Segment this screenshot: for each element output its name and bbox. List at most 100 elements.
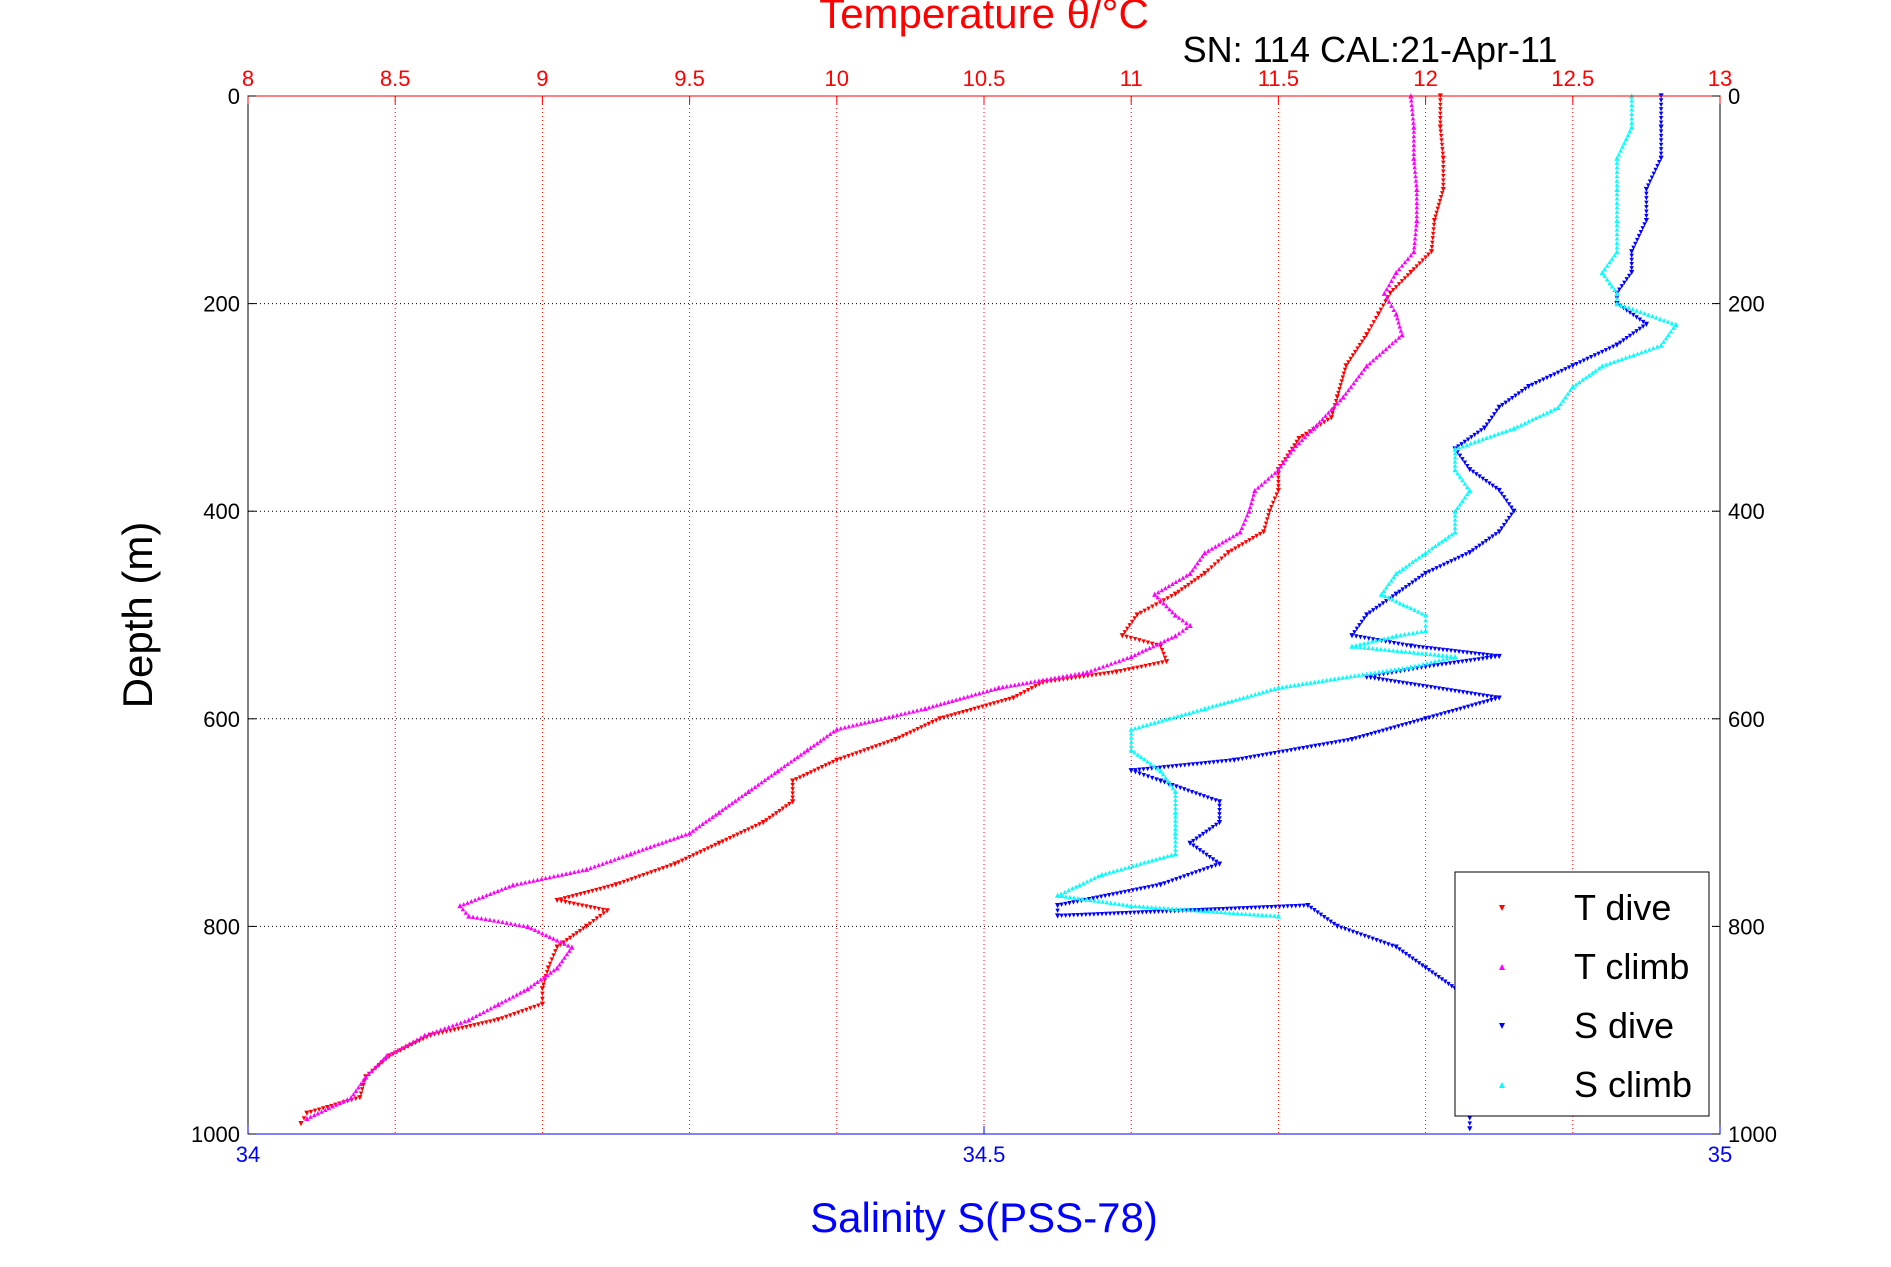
data-point-t-climb xyxy=(1202,550,1208,556)
data-point-t-climb xyxy=(583,866,590,872)
data-point-t-climb xyxy=(460,906,466,912)
legend-label-s-dive: S dive xyxy=(1574,1005,1674,1046)
data-point-t-dive xyxy=(1132,637,1138,642)
data-point-t-climb xyxy=(1414,191,1419,197)
data-point-s-dive xyxy=(1269,904,1274,910)
data-point-t-climb xyxy=(756,782,761,787)
data-point-t-climb xyxy=(363,1074,369,1080)
data-point-t-dive xyxy=(1149,641,1155,647)
data-point-t-climb xyxy=(788,759,794,764)
data-point-s-climb xyxy=(1120,902,1126,907)
data-point-s-dive xyxy=(1346,928,1352,933)
data-point-s-climb xyxy=(1614,169,1620,174)
data-point-s-dive xyxy=(1485,699,1490,704)
data-point-s-dive xyxy=(1152,909,1157,915)
data-point-s-climb xyxy=(1614,200,1620,205)
data-point-s-dive xyxy=(1462,705,1467,711)
data-point-s-dive xyxy=(1388,678,1394,684)
data-point-t-climb xyxy=(1374,355,1379,360)
data-point-s-dive xyxy=(1470,548,1476,553)
data-point-s-dive xyxy=(1636,233,1642,239)
data-point-s-climb xyxy=(1366,645,1371,651)
data-point-t-climb xyxy=(938,701,943,707)
data-point-t-climb xyxy=(466,1017,472,1023)
data-point-s-dive xyxy=(1166,879,1171,885)
data-point-s-dive xyxy=(1473,702,1479,707)
data-point-s-climb xyxy=(1599,269,1605,276)
data-point-s-dive xyxy=(1447,661,1453,666)
data-point-t-climb xyxy=(1414,205,1419,210)
data-point-s-climb xyxy=(1629,124,1635,130)
data-point-t-climb xyxy=(743,791,748,796)
data-point-t-climb xyxy=(1216,542,1222,547)
data-point-t-climb xyxy=(977,690,982,696)
data-point-t-climb xyxy=(1317,419,1322,425)
data-point-t-dive xyxy=(1126,667,1132,672)
data-point-s-climb xyxy=(1614,173,1620,179)
data-point-s-climb xyxy=(1492,432,1497,438)
data-point-s-dive xyxy=(1162,780,1167,785)
data-point-s-dive xyxy=(1413,578,1418,583)
data-point-s-dive xyxy=(1136,910,1141,915)
data-point-t-dive xyxy=(991,701,997,706)
data-point-t-dive xyxy=(930,720,935,725)
data-point-s-climb xyxy=(1095,874,1101,879)
data-point-s-dive xyxy=(1627,273,1632,279)
data-point-t-climb xyxy=(1381,290,1387,296)
data-point-t-climb xyxy=(616,855,621,861)
data-point-s-dive xyxy=(1407,582,1412,588)
data-point-t-dive xyxy=(361,1083,366,1088)
data-point-s-dive xyxy=(1432,685,1438,691)
data-point-s-climb xyxy=(1544,410,1550,415)
data-point-s-dive xyxy=(1400,642,1405,647)
data-point-t-climb xyxy=(438,1027,443,1032)
data-point-s-dive xyxy=(1644,205,1649,210)
data-point-s-dive xyxy=(1408,643,1414,649)
data-point-s-dive xyxy=(1249,905,1254,911)
data-point-s-climb xyxy=(1424,660,1430,666)
data-point-t-dive xyxy=(1378,307,1384,313)
data-point-s-climb xyxy=(1614,155,1620,161)
data-point-t-dive xyxy=(325,1105,330,1110)
data-point-s-dive xyxy=(1477,543,1482,548)
data-point-s-dive xyxy=(1658,107,1664,112)
data-point-s-climb xyxy=(1397,600,1403,606)
data-point-t-dive xyxy=(1189,580,1194,585)
data-point-t-climb xyxy=(458,1020,463,1025)
data-point-t-climb xyxy=(1413,178,1419,183)
data-point-s-dive xyxy=(1334,923,1340,929)
data-point-s-dive xyxy=(1174,877,1179,882)
data-point-t-climb xyxy=(369,1068,374,1074)
y-left-tick-label: 800 xyxy=(203,914,240,939)
data-point-s-dive xyxy=(1490,534,1495,539)
data-point-s-climb xyxy=(1625,132,1631,138)
data-point-t-dive xyxy=(702,848,707,853)
data-point-t-climb xyxy=(874,717,880,722)
data-point-s-dive xyxy=(1305,745,1310,750)
data-point-s-dive xyxy=(1651,171,1656,177)
data-point-s-dive xyxy=(1416,644,1422,650)
data-point-s-dive xyxy=(1653,167,1658,173)
data-point-s-climb xyxy=(1416,609,1421,614)
data-point-t-dive xyxy=(545,965,551,971)
data-point-t-climb xyxy=(1088,668,1094,673)
data-point-s-dive xyxy=(1200,831,1206,837)
data-point-t-climb xyxy=(1036,678,1042,683)
data-point-s-dive xyxy=(1227,758,1233,763)
data-point-t-climb xyxy=(517,922,522,928)
data-point-s-climb xyxy=(1414,629,1420,635)
data-point-s-dive xyxy=(1337,739,1343,744)
data-point-t-climb xyxy=(308,1114,313,1119)
data-point-t-climb xyxy=(1143,647,1149,652)
data-point-t-climb xyxy=(543,932,549,938)
data-point-t-climb xyxy=(866,719,872,724)
data-point-t-climb xyxy=(576,868,581,874)
data-point-s-climb xyxy=(1627,128,1633,134)
data-point-s-climb xyxy=(1214,909,1220,914)
data-point-t-climb xyxy=(1408,252,1414,258)
y-left-tick-label: 1000 xyxy=(191,1122,240,1147)
data-point-s-climb xyxy=(1404,665,1410,670)
data-point-s-dive xyxy=(1382,940,1387,946)
data-point-t-climb xyxy=(1180,617,1185,623)
data-point-s-dive xyxy=(1443,979,1448,984)
